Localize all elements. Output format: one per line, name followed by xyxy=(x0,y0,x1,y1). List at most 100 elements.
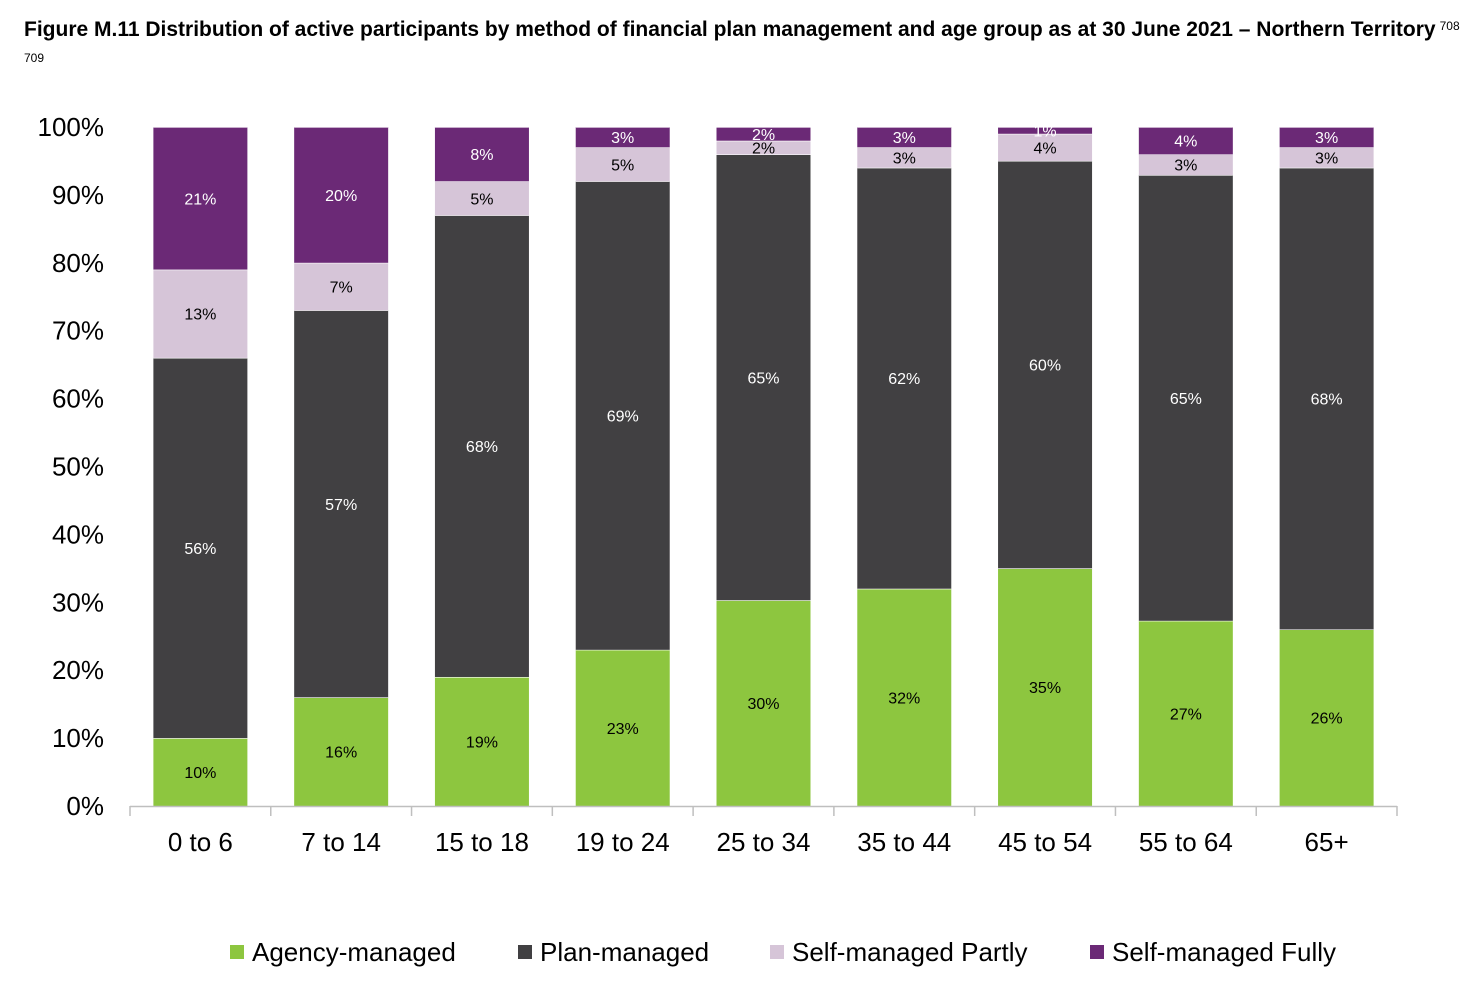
y-tick-label: 70% xyxy=(52,316,104,346)
bar-segment-self-managed-fully xyxy=(294,127,389,263)
data-label: 3% xyxy=(1315,151,1338,168)
bar-segment-agency-managed xyxy=(1138,620,1233,806)
x-tick-label: 65+ xyxy=(1305,827,1349,857)
bar-segment-agency-managed xyxy=(998,568,1093,806)
x-tick-label: 25 to 34 xyxy=(717,827,811,857)
bar-segment-self-managed-partly xyxy=(575,147,670,182)
bar-segment-self-managed-partly xyxy=(998,133,1093,161)
chart-title-text: Figure M.11 Distribution of active parti… xyxy=(24,18,1436,41)
bar-segment-agency-managed xyxy=(153,738,248,806)
y-tick-label: 60% xyxy=(52,384,104,414)
data-label: 68% xyxy=(1311,392,1343,409)
data-label: 26% xyxy=(1311,711,1343,728)
legend-swatch xyxy=(518,945,532,959)
data-label: 3% xyxy=(893,151,916,168)
data-label: 16% xyxy=(325,745,357,762)
bar-segment-self-managed-fully xyxy=(434,127,529,182)
legend-label: Plan-managed xyxy=(540,936,710,967)
y-axis: 0% 10% 20% 30% 40% 50% 60% 70% 80% 90% 100% xyxy=(38,112,105,821)
y-tick-label: 0% xyxy=(66,791,104,821)
data-label: 5% xyxy=(470,191,493,208)
legend-label: Self-managed Fully xyxy=(1112,936,1336,967)
data-label: 5% xyxy=(611,157,634,174)
data-label: 2% xyxy=(752,127,775,144)
bar-segment-self-managed-partly xyxy=(1138,154,1233,176)
bar-segment-self-managed-fully xyxy=(857,127,952,148)
legend-item-agency-managed: Agency-managed xyxy=(230,930,456,974)
y-tick-label: 100% xyxy=(38,112,105,142)
data-label: 3% xyxy=(893,130,916,147)
data-label: 27% xyxy=(1170,706,1202,723)
chart-legend: Agency-managed Plan-managed Self-managed P… xyxy=(0,930,1473,974)
chart-title: Figure M.11 Distribution of active parti… xyxy=(24,14,1464,78)
bar-segment-self-managed-fully xyxy=(1279,127,1374,148)
data-label: 32% xyxy=(888,690,920,707)
legend-item-self-managed-fully: Self-managed Fully xyxy=(1090,930,1336,974)
bar-segment-agency-managed xyxy=(575,649,670,806)
data-label: 3% xyxy=(611,130,634,147)
bar-segment-self-managed-partly xyxy=(857,147,952,168)
data-label: 56% xyxy=(184,541,216,558)
x-tick-label: 45 to 54 xyxy=(998,827,1092,857)
bar-segment-plan-managed xyxy=(998,160,1093,569)
data-label: 69% xyxy=(607,409,639,426)
data-label: 30% xyxy=(747,696,779,713)
stacked-bar-chart: 0% 10% 20% 30% 40% 50% 60% 70% 80% 90% 100% 10% 56%… xyxy=(38,112,1398,857)
data-label: 23% xyxy=(607,721,639,738)
legend-item-plan-managed: Plan-managed xyxy=(518,930,709,974)
bar-segment-agency-managed xyxy=(434,676,529,806)
bar-segment-self-managed-fully xyxy=(998,127,1093,134)
legend-swatch xyxy=(230,945,244,959)
x-tick-label: 19 to 24 xyxy=(576,827,670,857)
y-tick-label: 30% xyxy=(52,587,104,617)
footnote-refs: 708 709 xyxy=(24,19,1460,65)
data-label: 35% xyxy=(1029,680,1061,697)
bar-segment-plan-managed xyxy=(575,181,670,650)
bar-segment-plan-managed xyxy=(434,215,529,677)
data-label: 13% xyxy=(184,307,216,324)
data-label: 10% xyxy=(184,765,216,782)
y-tick-label: 50% xyxy=(52,452,104,482)
y-tick-label: 80% xyxy=(52,248,104,278)
data-label: 62% xyxy=(888,371,920,388)
data-label: 19% xyxy=(466,734,498,751)
data-label: 57% xyxy=(325,497,357,514)
y-tick-label: 40% xyxy=(52,519,104,549)
data-label: 3% xyxy=(1315,130,1338,147)
bar-segment-self-managed-fully xyxy=(716,127,811,141)
data-label: 65% xyxy=(1170,391,1202,408)
bar-segment-self-managed-partly xyxy=(434,181,529,216)
bar-segment-agency-managed xyxy=(857,588,952,806)
data-label: 20% xyxy=(325,188,357,205)
legend-item-self-managed-partly: Self-managed Partly xyxy=(770,930,1028,974)
bar-segment-agency-managed xyxy=(294,697,389,806)
data-label: 2% xyxy=(752,141,775,158)
data-label: 68% xyxy=(466,439,498,456)
x-axis: 0 to 6 7 to 14 15 to 18 19 to 24 25 to 34 35 … xyxy=(129,805,1398,857)
bar-segment-plan-managed xyxy=(294,310,389,698)
data-label: 7% xyxy=(330,280,353,297)
legend-swatch xyxy=(770,945,784,959)
x-tick-label: 15 to 18 xyxy=(435,827,529,857)
bar-segment-self-managed-fully xyxy=(575,127,670,148)
x-tick-label: 0 to 6 xyxy=(168,827,233,857)
data-label: 21% xyxy=(184,191,216,208)
data-label: 8% xyxy=(470,147,493,164)
bar-segment-plan-managed xyxy=(1279,167,1374,630)
data-label: 4% xyxy=(1174,134,1197,151)
bar-segment-plan-managed xyxy=(1138,175,1233,621)
bar-segment-self-managed-partly xyxy=(716,140,811,155)
bars: 10% 56% 13% 21% 16% 57% 7% 20% 19% 68% 5% 8% 23% 69% 5… xyxy=(153,123,1374,806)
bar-segment-self-managed-fully xyxy=(153,127,248,270)
legend-swatch xyxy=(1090,945,1104,959)
legend-label: Self-managed Partly xyxy=(792,936,1028,967)
y-tick-label: 10% xyxy=(52,723,104,753)
bar-segment-self-managed-partly xyxy=(1279,147,1374,168)
data-label: 60% xyxy=(1029,358,1061,375)
y-tick-label: 20% xyxy=(52,655,104,685)
x-tick-label: 35 to 44 xyxy=(857,827,951,857)
data-label: 3% xyxy=(1174,158,1197,175)
data-label: 65% xyxy=(747,370,779,387)
bar-segment-plan-managed xyxy=(857,167,952,589)
bar-segment-self-managed-fully xyxy=(1138,127,1233,155)
